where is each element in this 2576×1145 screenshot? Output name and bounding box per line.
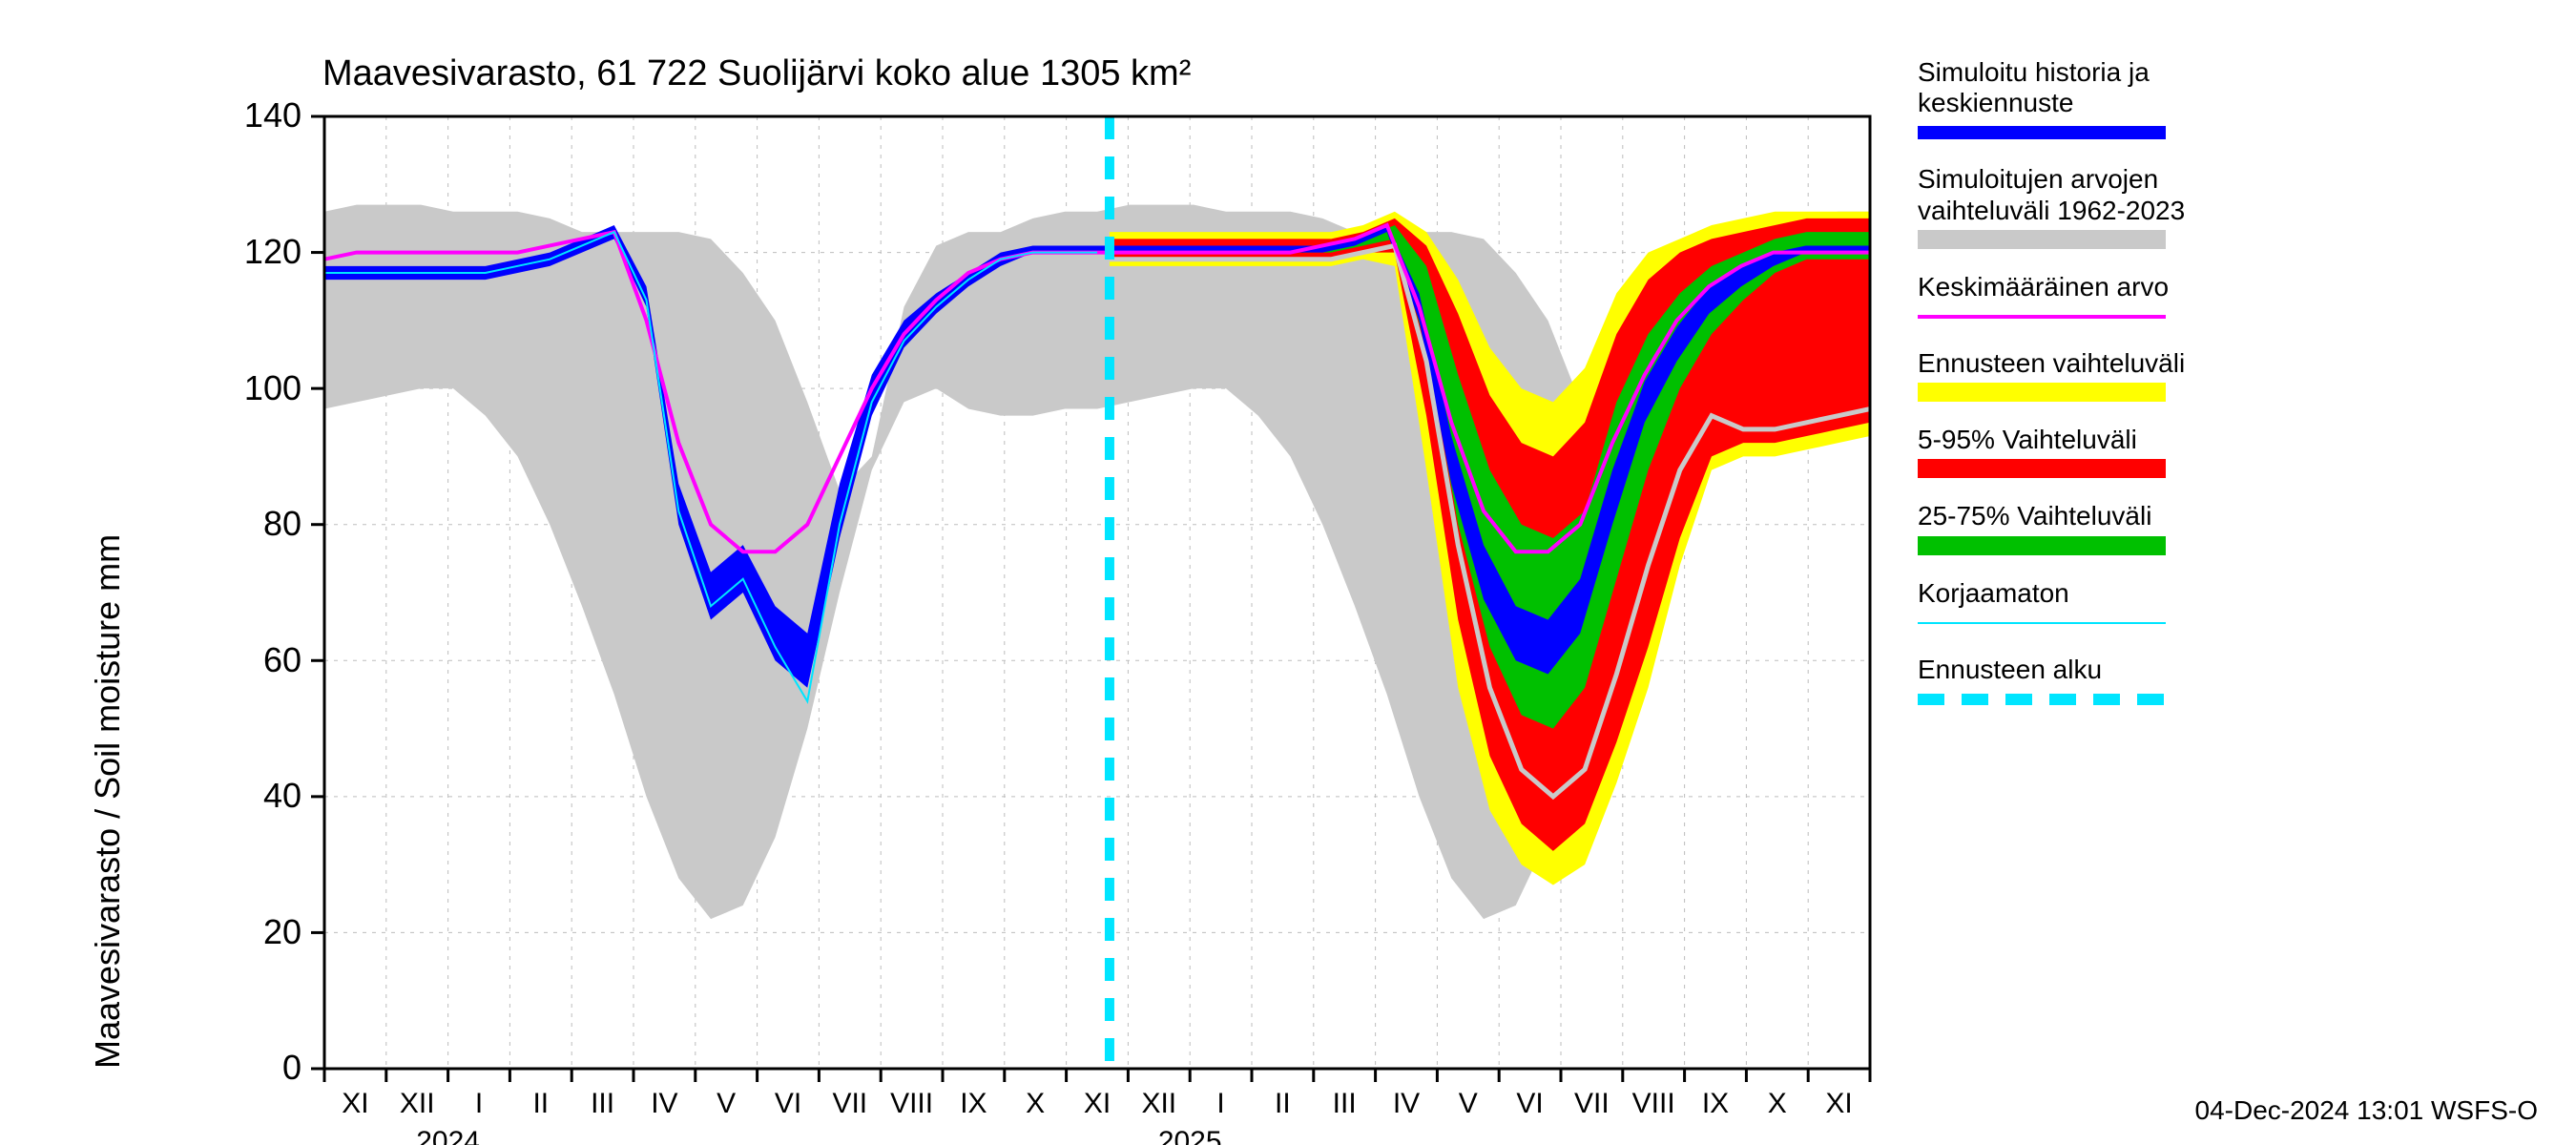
x-tick-month: III bbox=[574, 1088, 632, 1120]
legend-label: Ennusteen alku bbox=[1918, 655, 2538, 685]
legend-swatch bbox=[1918, 457, 2166, 482]
x-tick-month: IV bbox=[635, 1088, 693, 1120]
x-tick-month: IX bbox=[1687, 1088, 1744, 1120]
legend-item: Ennusteen alku bbox=[1918, 655, 2538, 712]
soil-moisture-chart: Maavesivarasto, 61 722 Suolijärvi koko a… bbox=[0, 0, 2576, 1145]
legend-label: 25-75% Vaihteluväli bbox=[1918, 501, 2538, 531]
x-tick-month: XII bbox=[388, 1088, 446, 1120]
x-tick-month: VII bbox=[1563, 1088, 1620, 1120]
x-tick-month: XI bbox=[1069, 1088, 1126, 1120]
legend-swatch bbox=[1918, 534, 2166, 559]
x-tick-month: IV bbox=[1378, 1088, 1435, 1120]
y-tick-label: 100 bbox=[244, 368, 301, 408]
x-tick-month: XI bbox=[1811, 1088, 1868, 1120]
x-tick-month: VIII bbox=[883, 1088, 941, 1120]
y-tick-label: 40 bbox=[263, 776, 301, 816]
legend-swatch bbox=[1918, 611, 2166, 635]
legend-label: 5-95% Vaihteluväli bbox=[1918, 425, 2538, 455]
x-tick-month: VII bbox=[821, 1088, 879, 1120]
y-tick-label: 0 bbox=[282, 1048, 301, 1088]
legend-item: Korjaamaton bbox=[1918, 578, 2538, 635]
legend-item: Ennusteen vaihteluväli bbox=[1918, 348, 2538, 406]
chart-footer-timestamp: 04-Dec-2024 13:01 WSFS-O bbox=[2195, 1095, 2539, 1126]
x-tick-month: V bbox=[1440, 1088, 1497, 1120]
x-tick-month: X bbox=[1007, 1088, 1064, 1120]
x-tick-month: VI bbox=[1502, 1088, 1559, 1120]
legend-item: Simuloitu historia ja keskiennuste bbox=[1918, 57, 2538, 145]
x-tick-month: I bbox=[1193, 1088, 1250, 1120]
legend-item: 25-75% Vaihteluväli bbox=[1918, 501, 2538, 558]
legend-item: Keskimääräinen arvo bbox=[1918, 272, 2538, 329]
legend-label: Korjaamaton bbox=[1918, 578, 2538, 609]
legend-swatch bbox=[1918, 304, 2166, 329]
y-tick-label: 80 bbox=[263, 504, 301, 544]
legend-label: Ennusteen vaihteluväli bbox=[1918, 348, 2538, 379]
legend-swatch bbox=[1918, 381, 2166, 406]
legend-swatch bbox=[1918, 228, 2166, 253]
x-tick-month: XII bbox=[1131, 1088, 1188, 1120]
x-tick-month: XI bbox=[326, 1088, 384, 1120]
legend-item: Simuloitujen arvojen vaihteluväli 1962-2… bbox=[1918, 164, 2538, 252]
x-tick-month: VI bbox=[759, 1088, 817, 1120]
x-tick-month: II bbox=[512, 1088, 570, 1120]
legend-item: 5-95% Vaihteluväli bbox=[1918, 425, 2538, 482]
chart-legend: Simuloitu historia ja keskiennuste Simulo… bbox=[1918, 57, 2538, 731]
x-tick-month: X bbox=[1749, 1088, 1806, 1120]
x-tick-month: VIII bbox=[1625, 1088, 1682, 1120]
x-tick-month: III bbox=[1316, 1088, 1373, 1120]
legend-swatch bbox=[1918, 120, 2166, 145]
y-tick-label: 140 bbox=[244, 95, 301, 135]
y-tick-label: 60 bbox=[263, 640, 301, 680]
legend-swatch bbox=[1918, 687, 2166, 712]
x-tick-month: II bbox=[1254, 1088, 1311, 1120]
x-tick-month: V bbox=[697, 1088, 755, 1120]
y-tick-label: 20 bbox=[263, 912, 301, 952]
y-tick-label: 120 bbox=[244, 232, 301, 272]
legend-label: Simuloitu historia ja keskiennuste bbox=[1918, 57, 2538, 118]
legend-label: Keskimääräinen arvo bbox=[1918, 272, 2538, 302]
x-tick-year: 2025 bbox=[1142, 1126, 1237, 1145]
x-tick-month: IX bbox=[945, 1088, 1002, 1120]
x-tick-month: I bbox=[450, 1088, 508, 1120]
legend-label: Simuloitujen arvojen vaihteluväli 1962-2… bbox=[1918, 164, 2538, 225]
x-tick-year: 2024 bbox=[401, 1126, 496, 1145]
